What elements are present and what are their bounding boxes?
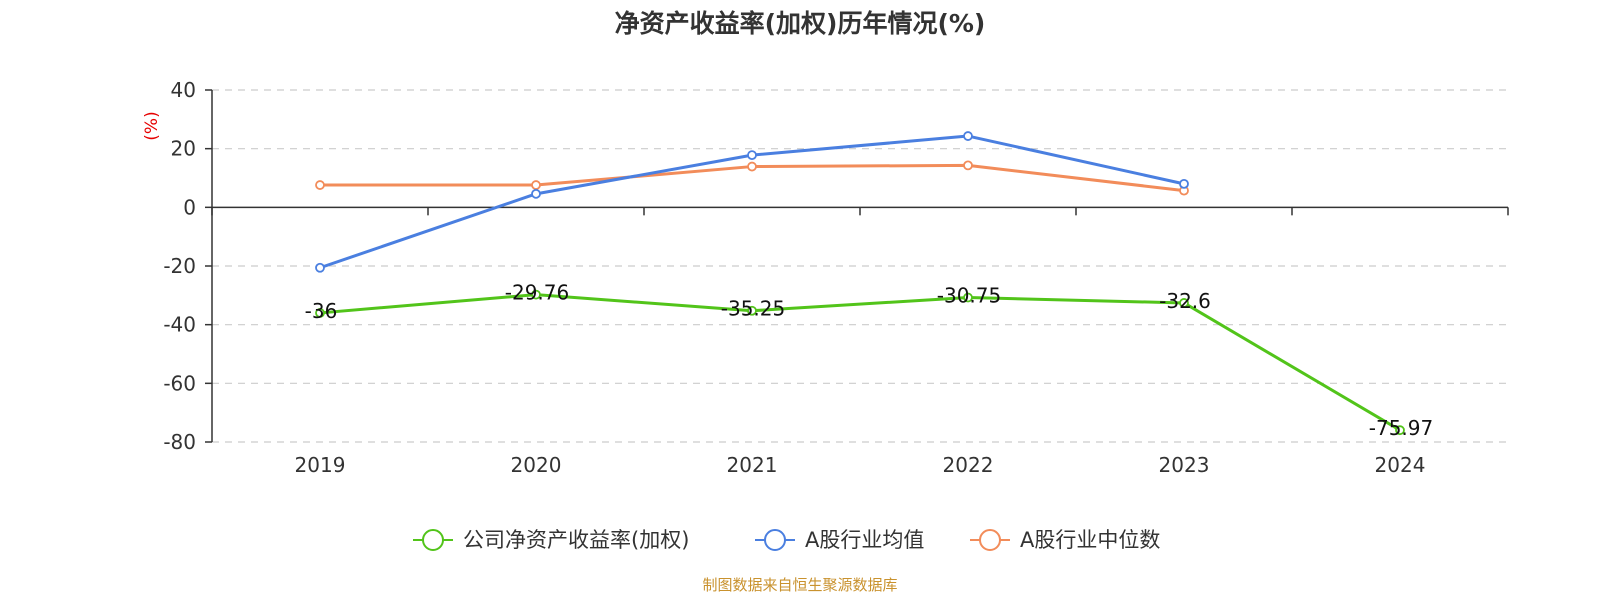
data-point[interactable] (747, 150, 757, 161)
y-tick-label: -60 (163, 371, 196, 395)
x-tick-label: 2020 (511, 453, 562, 477)
x-tick-label: 2022 (943, 453, 994, 477)
x-tick-label: 2024 (1375, 453, 1426, 477)
data-point[interactable] (531, 180, 541, 190)
series-group (315, 131, 1405, 436)
data-point[interactable] (963, 131, 973, 141)
x-tick-label: 2023 (1159, 453, 1210, 477)
data-point[interactable] (747, 161, 757, 172)
legend-label: A股行业均值 (805, 528, 924, 552)
axes (205, 89, 1509, 443)
y-tick-label: 0 (183, 195, 196, 219)
series-line (319, 293, 1401, 432)
legend-item[interactable]: 公司净资产收益率(加权) (413, 528, 689, 552)
data-label: -35.25 (721, 297, 785, 321)
legend-item[interactable]: A股行业中位数 (970, 528, 1160, 552)
data-point[interactable] (1179, 178, 1189, 189)
data-label: -29.76 (505, 281, 569, 305)
chart-title: 净资产收益率(加权)历年情况(%) (615, 9, 986, 38)
data-point[interactable] (531, 188, 541, 199)
x-tick-label: 2019 (295, 453, 346, 477)
source-note: 制图数据来自恒生聚源数据库 (702, 576, 897, 594)
data-point[interactable] (1179, 298, 1189, 308)
y-tick-label: 20 (171, 137, 196, 161)
y-axis-label: (%) (142, 111, 162, 140)
data-label: -75.97 (1369, 416, 1433, 440)
x-tick-label: 2021 (727, 453, 778, 477)
data-point[interactable] (315, 180, 325, 190)
y-tick-label: -80 (163, 430, 196, 454)
legend-marker-icon (764, 529, 786, 551)
legend[interactable]: 公司净资产收益率(加权) A股行业均值 A股行业中位数 (413, 528, 1160, 552)
legend-item[interactable]: A股行业均值 (755, 528, 924, 552)
data-labels: -36 -29.76 -35.25 -30.75 -32.6 -75.97 (305, 281, 1434, 441)
y-tick-labels: 40 20 0 -20 -40 -60 -80 (163, 78, 196, 454)
data-point[interactable] (963, 160, 973, 171)
grid-lines (212, 89, 1508, 443)
data-label: -36 (305, 299, 338, 323)
data-label: -32.6 (1159, 289, 1211, 313)
data-point[interactable] (315, 308, 325, 318)
data-label: -30.75 (937, 284, 1001, 308)
data-point[interactable] (531, 289, 541, 300)
y-tick-label: -40 (163, 313, 196, 337)
legend-label: 公司净资产收益率(加权) (463, 528, 689, 552)
data-point[interactable] (1395, 425, 1405, 436)
x-tick-labels: 2019 2020 2021 2022 2023 2024 (295, 453, 1426, 477)
data-point[interactable] (747, 305, 757, 316)
legend-marker-icon (422, 529, 444, 551)
y-tick-label: -20 (163, 254, 196, 278)
data-point[interactable] (315, 262, 325, 273)
y-tick-label: 40 (171, 78, 196, 102)
data-point[interactable] (963, 292, 973, 303)
legend-marker-icon (979, 529, 1001, 551)
legend-label: A股行业中位数 (1020, 528, 1160, 552)
